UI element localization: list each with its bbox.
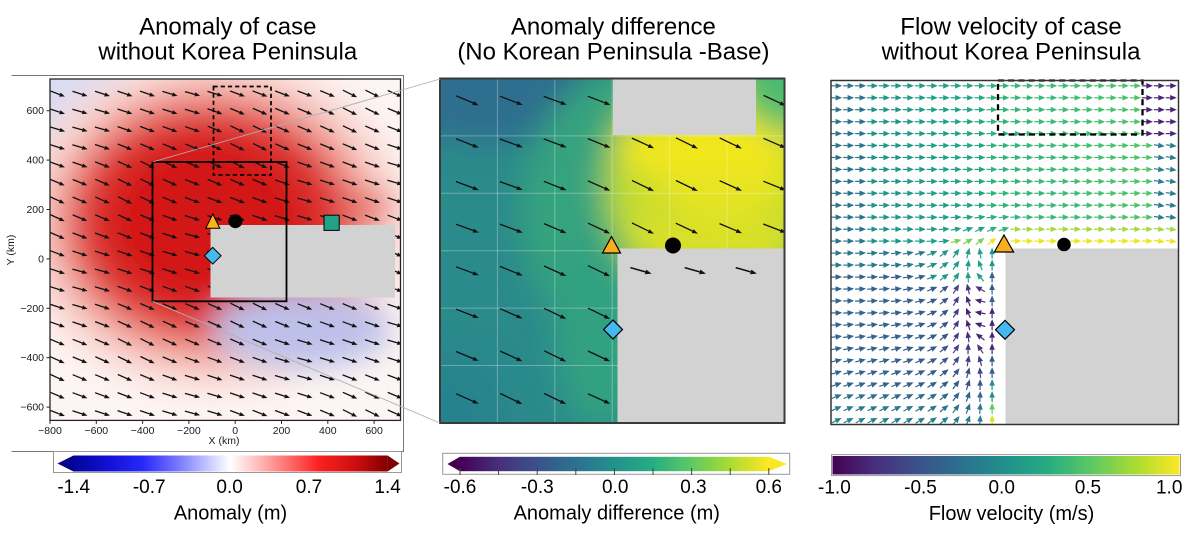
svg-text:400: 400 — [26, 155, 44, 167]
svg-text:0.0: 0.0 — [602, 477, 628, 498]
svg-text:0: 0 — [38, 253, 44, 265]
svg-text:400: 400 — [319, 425, 337, 437]
svg-text:Anomaly of case: Anomaly of case — [139, 14, 316, 41]
svg-text:−600: −600 — [20, 402, 44, 414]
svg-text:600: 600 — [365, 425, 383, 437]
svg-text:0.6: 0.6 — [756, 477, 782, 498]
svg-text:−800: −800 — [38, 425, 62, 437]
svg-text:(No Korean Peninsula -Base): (No Korean Peninsula -Base) — [457, 39, 769, 66]
svg-text:−600: −600 — [84, 425, 108, 437]
svg-text:-0.6: -0.6 — [444, 477, 477, 498]
svg-text:-1.0: -1.0 — [818, 478, 851, 499]
svg-text:without Korea Peninsula: without Korea Peninsula — [97, 39, 357, 66]
svg-text:-0.3: -0.3 — [521, 477, 554, 498]
svg-text:200: 200 — [26, 204, 44, 216]
svg-text:without Korea Peninsula: without Korea Peninsula — [881, 39, 1141, 66]
svg-text:−400: −400 — [20, 352, 44, 364]
svg-text:Flow velocity (m/s): Flow velocity (m/s) — [929, 503, 1095, 525]
svg-text:200: 200 — [273, 425, 291, 437]
svg-text:0.5: 0.5 — [1075, 478, 1101, 499]
svg-text:Flow velocity of case: Flow velocity of case — [900, 14, 1121, 41]
svg-text:−200: −200 — [177, 425, 201, 437]
svg-text:X (km): X (km) — [209, 435, 240, 447]
svg-text:0.0: 0.0 — [988, 478, 1014, 499]
svg-text:Anomaly difference (m): Anomaly difference (m) — [514, 503, 720, 525]
svg-text:0: 0 — [232, 425, 238, 437]
svg-text:0.3: 0.3 — [680, 477, 706, 498]
svg-text:Anomaly (m): Anomaly (m) — [174, 503, 287, 525]
svg-text:Anomaly difference: Anomaly difference — [511, 14, 716, 41]
svg-text:Y (km): Y (km) — [5, 235, 17, 266]
svg-text:0.0: 0.0 — [216, 477, 242, 498]
svg-text:−400: −400 — [131, 425, 155, 437]
svg-text:-0.5: -0.5 — [904, 478, 937, 499]
svg-text:−200: −200 — [20, 303, 44, 315]
svg-text:600: 600 — [26, 105, 44, 117]
svg-text:1.0: 1.0 — [1156, 478, 1182, 499]
svg-text:0.7: 0.7 — [296, 477, 322, 498]
svg-text:1.4: 1.4 — [374, 477, 401, 498]
svg-text:-1.4: -1.4 — [57, 477, 90, 498]
svg-text:-0.7: -0.7 — [133, 477, 166, 498]
